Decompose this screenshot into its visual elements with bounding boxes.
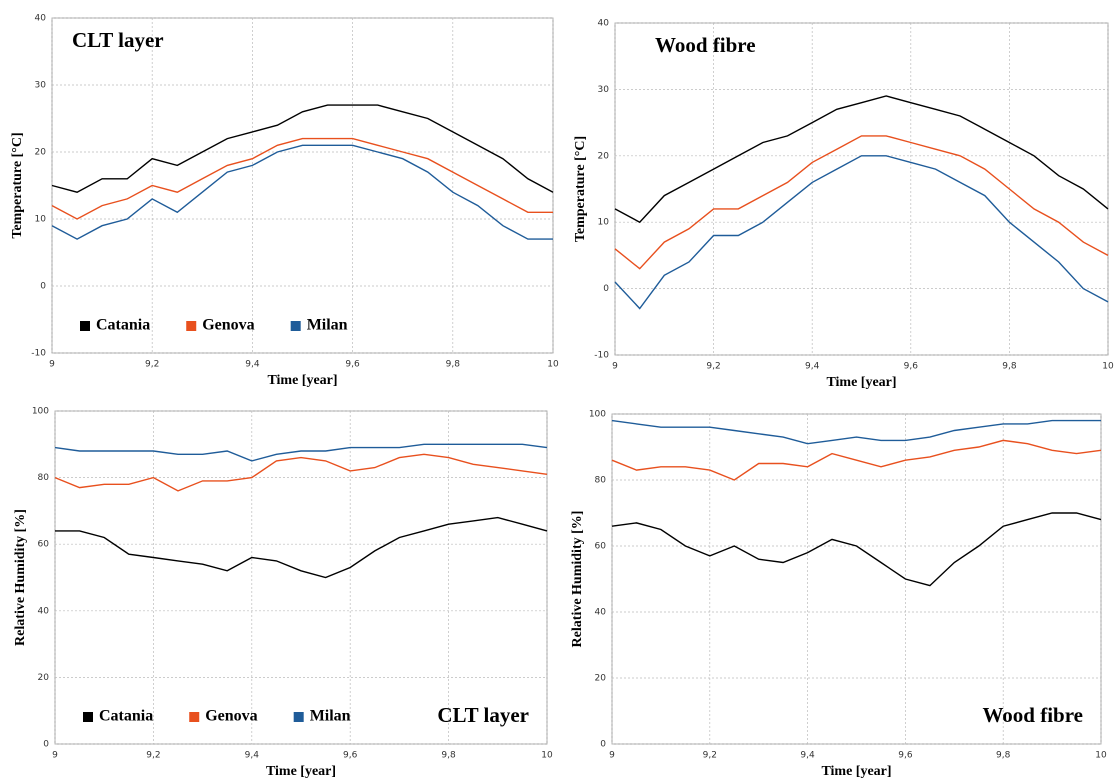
x-tick-label: 9,8 [1002,362,1017,372]
x-tick-label: 9 [49,360,55,370]
x-tick-label: 9,6 [343,751,358,761]
x-tick-label: 9,4 [245,751,260,761]
legend-swatch [186,321,197,331]
y-tick-label: 20 [598,151,610,161]
legend-swatch [290,321,301,331]
y-tick-label: 80 [595,476,607,486]
x-axis-label: Time [year] [821,764,891,779]
legend-swatch [189,712,200,722]
series-line [611,419,1101,445]
series-line [51,137,553,220]
series-line [51,104,554,193]
y-tick-label: 20 [38,673,50,683]
x-tick-label: 9,6 [898,751,913,761]
y-tick-label: 60 [38,540,50,550]
x-tick-label: 9,8 [996,751,1011,761]
y-tick-label: 20 [35,148,47,158]
plot-area [614,22,1109,356]
series-line [611,439,1102,481]
y-tick-label: 80 [38,473,50,483]
series-line [54,453,548,492]
legend-label: Genova [202,317,254,334]
x-tick-label: 9 [612,362,618,372]
x-tick-label: 10 [1102,362,1114,372]
y-axis-label: Temperature [°C] [10,132,25,238]
x-axis-label: Time [year] [826,375,896,390]
legend-swatch [293,712,304,722]
y-tick-label: 40 [598,19,610,29]
x-tick-label: 9,8 [441,751,456,761]
plot-area [611,413,1102,745]
x-tick-label: 9,4 [805,362,820,372]
y-tick-label: 10 [35,215,47,225]
series-line [614,135,1109,270]
x-tick-label: 9,6 [345,360,360,370]
x-tick-label: 9,4 [800,751,815,761]
series-line [54,443,548,462]
y-tick-label: 0 [43,740,49,750]
x-tick-label: 9 [52,751,58,761]
x-tick-label: 9,8 [446,360,461,370]
y-tick-label: 0 [40,282,46,292]
x-tick-label: 10 [541,751,553,761]
x-axis-label: Time [year] [266,764,336,779]
y-tick-label: 40 [35,14,47,24]
y-tick-label: 40 [595,608,607,618]
legend-label: Catania [99,708,153,725]
x-tick-label: 9 [609,751,615,761]
legend-swatch [80,321,90,331]
x-tick-label: 10 [547,360,559,370]
series-line [55,516,548,579]
y-tick-label: 30 [598,85,610,95]
plot-area [51,17,554,354]
y-tick-label: 40 [38,606,50,616]
x-tick-label: 9,2 [706,362,720,372]
y-tick-label: 100 [32,407,49,417]
plot-area [54,410,548,745]
panel-label: CLT layer [72,28,164,52]
y-tick-label: 60 [595,542,607,552]
legend-label: Genova [205,708,257,725]
y-tick-label: -10 [31,349,46,359]
y-tick-label: 100 [589,410,606,420]
x-tick-label: 9,4 [245,360,260,370]
series-line [51,144,553,240]
panel-label: Wood fibre [655,33,756,57]
x-axis-label: Time [year] [267,373,337,388]
x-tick-label: 9,2 [145,360,159,370]
legend-label: Milan [307,317,348,334]
y-tick-label: 10 [598,218,610,228]
series-line [614,155,1109,310]
y-tick-label: -10 [594,351,609,361]
legend-label: Catania [96,317,150,334]
x-tick-label: 10 [1095,751,1107,761]
y-tick-label: 0 [600,740,606,750]
y-axis-label: Temperature [°C] [573,136,588,242]
y-tick-label: 20 [595,674,607,684]
legend-swatch [83,712,93,722]
x-tick-label: 9,2 [703,751,717,761]
series-line [614,95,1109,224]
series-line [611,512,1102,587]
y-tick-label: 0 [603,284,609,294]
legend-label: Milan [310,708,351,725]
y-axis-label: Relative Humidity [%] [570,511,585,648]
x-tick-label: 9,6 [904,362,919,372]
panel-label: CLT layer [437,703,529,727]
panel-label: Wood fibre [982,703,1083,727]
y-tick-label: 30 [35,81,47,91]
x-tick-label: 9,2 [146,751,160,761]
y-axis-label: Relative Humidity [%] [13,509,28,646]
